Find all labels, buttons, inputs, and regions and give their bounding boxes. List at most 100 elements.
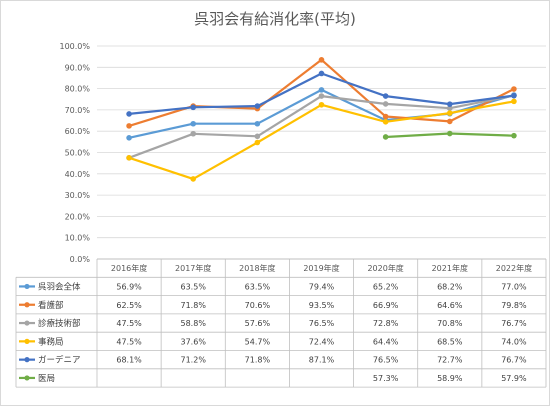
legend-key-marker [24,283,30,290]
series-name: ガーデニア [38,355,81,366]
data-label: 47.5% [116,319,142,328]
data-label: 74.0% [501,337,527,346]
category-label: 2017年度 [175,263,211,273]
data-point [318,101,325,108]
data-label: 65.2% [373,282,399,291]
series-name: 呉羽会全体 [38,281,81,292]
data-point [511,92,517,99]
data-point [511,132,517,139]
data-label: 47.5% [116,337,142,346]
data-label: 72.7% [437,356,463,365]
data-point [446,105,453,111]
y-tick-label: 0.0% [70,255,91,264]
data-point [446,110,453,116]
data-point [318,87,325,93]
data-label: 57.6% [245,319,271,328]
data-label: 37.6% [181,337,207,346]
data-label: 71.8% [245,356,271,365]
data-label: 77.0% [501,282,527,291]
data-point [382,101,389,107]
y-tick-label: 20.0% [65,212,91,221]
data-point [190,120,197,127]
data-label: 68.1% [116,356,142,365]
data-point [254,133,261,140]
data-point [318,70,325,77]
data-point [318,57,325,63]
series-name: 事務局 [38,336,64,347]
data-point [511,86,517,92]
chart-title: 呉羽会有給消化率(平均) [194,10,356,28]
data-label: 71.8% [181,301,207,310]
data-label: 70.6% [245,301,271,310]
data-point [126,155,132,161]
y-tick-label: 50.0% [65,149,91,158]
data-point [382,134,389,140]
data-point [382,93,389,99]
data-label: 76.7% [501,356,527,365]
y-tick-label: 10.0% [65,234,91,243]
series-line-1 [128,58,515,127]
series-name: 医局 [38,374,55,384]
data-label: 72.8% [373,319,399,328]
data-point [318,93,325,99]
data-point [511,98,517,105]
data-label: 57.3% [373,374,399,383]
data-label: 58.9% [437,374,463,383]
data-label: 64.6% [437,301,463,310]
data-point [446,101,453,107]
data-point [190,176,197,182]
data-label: 66.9% [373,301,399,310]
data-label: 72.4% [309,337,335,346]
legend-key-marker [24,375,30,381]
category-label: 2022年度 [496,263,532,273]
data-point [190,104,197,111]
data-label: 79.8% [501,301,527,310]
data-point [190,130,197,137]
data-label: 57.9% [501,374,527,383]
data-label: 56.9% [116,282,142,291]
y-tick-label: 60.0% [65,127,91,136]
data-label: 87.1% [309,356,335,365]
series-name: 看護部 [38,300,64,311]
data-label: 76.7% [501,319,527,328]
legend-key-marker [24,302,30,308]
data-point [254,103,261,109]
data-point [382,113,389,120]
category-label: 2016年度 [111,263,147,273]
data-point [254,139,261,146]
y-tick-label: 100.0% [59,42,90,51]
data-label: 76.5% [373,356,399,365]
y-tick-label: 90.0% [65,63,91,72]
data-label: 54.7% [245,337,271,346]
y-tick-label: 30.0% [65,191,91,200]
data-point [126,135,132,141]
data-point [382,119,389,125]
data-label: 71.2% [181,356,207,365]
category-label: 2019年度 [303,263,339,273]
y-tick-label: 70.0% [65,106,91,115]
series-line-3 [128,100,515,180]
data-point [254,120,261,127]
y-tick-label: 40.0% [65,170,91,179]
data-label: 70.8% [437,319,463,328]
data-label: 63.5% [245,282,271,291]
legend-key-marker [24,357,30,363]
legend-key-marker [24,338,30,344]
data-label: 58.8% [181,319,207,328]
category-label: 2018年度 [239,263,275,273]
data-label: 62.5% [116,301,142,310]
legend-key-marker [24,320,30,326]
y-tick-label: 80.0% [65,85,91,94]
data-label: 64.4% [373,337,399,346]
data-label: 76.5% [309,319,335,328]
category-label: 2020年度 [367,263,403,273]
data-label: 63.5% [181,282,207,291]
category-label: 2021年度 [432,263,468,273]
series-name: 診療技術部 [38,318,81,329]
data-point [446,130,453,137]
data-label: 93.5% [309,301,335,310]
data-point [126,123,132,129]
data-label: 79.4% [309,282,335,291]
data-point [126,111,132,117]
